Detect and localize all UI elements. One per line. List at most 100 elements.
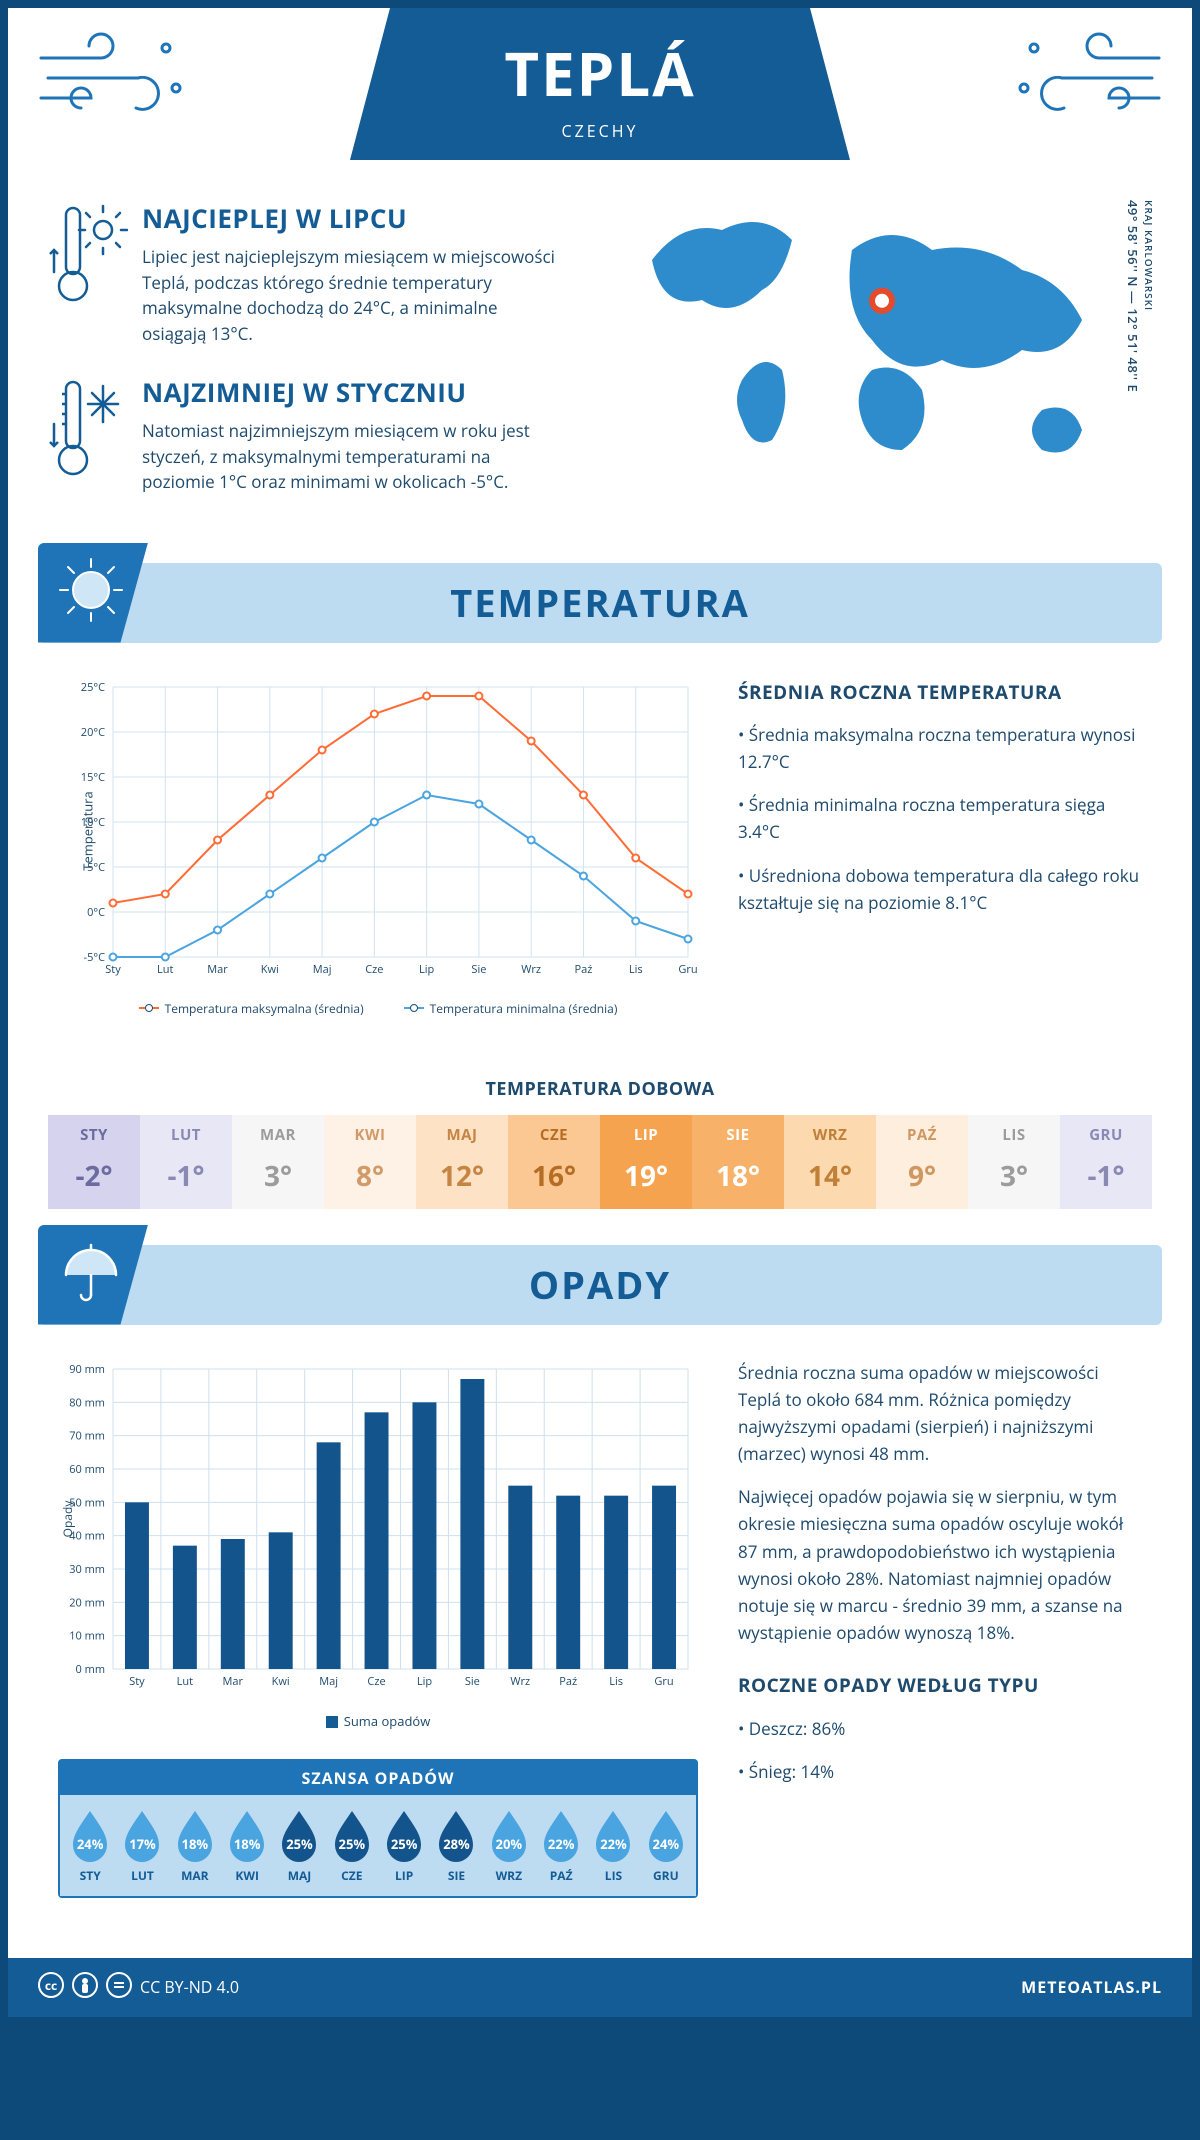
daily-cell: GRU-1° [1060,1115,1152,1209]
svg-text:Sie: Sie [471,962,486,977]
temperature-title: TEMPERATURA [38,577,1162,629]
drop-icon: 25% [381,1807,427,1863]
title-banner: TEPLÁ CZECHY [350,8,850,160]
daily-cell: CZE16° [508,1115,600,1209]
fact-cold-body: Natomiast najzimniejszym miesiącem w rok… [142,418,562,495]
fact-hot-title: NAJCIEPLEJ W LIPCU [142,200,562,236]
page: TEPLÁ CZECHY [8,8,1192,2017]
rain-types-title: ROCZNE OPADY WEDŁUG TYPU [738,1670,1142,1700]
chance-drop: 25% LIP [378,1807,430,1884]
drop-icon: 22% [538,1807,584,1863]
chance-drop: 25% MAJ [273,1807,325,1884]
svg-text:Kwi: Kwi [261,962,279,977]
svg-text:Lip: Lip [419,962,435,977]
thermometer-hot-icon [48,200,128,346]
rain-text: Średnia roczna suma opadów w miejscowośc… [738,1359,1142,1928]
temp-legend: Temperatura maksymalna (średnia) Temperat… [58,1000,698,1017]
temp-ylabel: Temperatura [79,791,97,870]
wind-decoration-left-icon [36,28,196,133]
drop-icon: 22% [590,1807,636,1863]
temperature-line-chart: Temperatura -5°C0°C5°C10°C15°C20°C25°CSt… [58,677,698,1027]
city-name: TEPLÁ [350,32,850,114]
drop-icon: 20% [486,1807,532,1863]
rain-type-bullet: • Deszcz: 86% [738,1715,1142,1742]
chance-drop: 18% MAR [169,1807,221,1884]
country-name: CZECHY [350,120,850,142]
daily-cell: KWI8° [324,1115,416,1209]
coordinates: KRAJ KARLOWARSKI 49° 58' 56'' N — 12° 51… [1124,200,1156,392]
intro: NAJCIEPLEJ W LIPCU Lipiec jest najcieple… [8,170,1192,553]
drop-icon: 25% [329,1807,375,1863]
daily-cell: MAR3° [232,1115,324,1209]
rain-section-header: OPADY [38,1245,1162,1325]
fact-cold-title: NAJZIMNIEJ W STYCZNIU [142,374,562,410]
svg-text:0 mm: 0 mm [75,1662,105,1677]
svg-text:Lut: Lut [157,962,173,977]
svg-text:Wrz: Wrz [510,1674,530,1689]
svg-text:10 mm: 10 mm [69,1628,105,1643]
svg-text:25°C: 25°C [81,680,105,695]
region-name: KRAJ KARLOWARSKI [1142,200,1156,384]
svg-text:Gru: Gru [678,962,697,977]
svg-text:Sty: Sty [105,962,121,977]
svg-text:Wrz: Wrz [521,962,541,977]
svg-text:cc: cc [45,1977,57,1994]
svg-text:Maj: Maj [313,962,332,977]
svg-text:Opady: Opady [59,1499,76,1537]
license: cc CC BY-ND 4.0 [38,1972,239,2003]
fact-hot-body: Lipiec jest najcieplejszym miesiącem w m… [142,244,562,346]
facts: NAJCIEPLEJ W LIPCU Lipiec jest najcieple… [48,200,602,523]
svg-text:80 mm: 80 mm [69,1395,105,1410]
drop-icon: 18% [172,1807,218,1863]
drop-icon: 17% [119,1807,165,1863]
rain-type-bullet: • Śnieg: 14% [738,1758,1142,1785]
svg-text:15°C: 15°C [81,770,105,785]
temperature-section-header: TEMPERATURA [38,563,1162,643]
site-name: METEOATLAS.PL [1021,1976,1162,1998]
rain-chance: SZANSA OPADÓW 24% STY 17% LUT 18% MAR 18… [58,1759,698,1898]
temperature-block: Temperatura -5°C0°C5°C10°C15°C20°C25°CSt… [8,667,1192,1057]
drop-icon: 25% [276,1807,322,1863]
svg-text:Maj: Maj [319,1674,338,1689]
chance-drop: 25% CZE [326,1807,378,1884]
svg-text:60 mm: 60 mm [69,1462,105,1477]
umbrella-icon [56,1237,126,1312]
daily-cell: LUT-1° [140,1115,232,1209]
svg-text:90 mm: 90 mm [69,1362,105,1377]
chance-title: SZANSA OPADÓW [60,1761,696,1795]
legend-item: Temperatura minimalna (średnia) [404,1000,618,1017]
rain-paragraph: Najwięcej opadów pojawia się w sierpniu,… [738,1483,1142,1646]
rain-block: 0 mm10 mm20 mm30 mm40 mm50 mm60 mm70 mm8… [8,1349,1192,1958]
daily-temp-table: STY-2° LUT-1° MAR3° KWI8° MAJ12° CZE16° … [48,1115,1152,1209]
fact-cold: NAJZIMNIEJ W STYCZNIU Natomiast najzimni… [48,374,602,495]
chance-drop: 22% LIS [587,1807,639,1884]
daily-cell: MAJ12° [416,1115,508,1209]
svg-text:30 mm: 30 mm [69,1562,105,1577]
svg-text:Sty: Sty [129,1674,145,1689]
fact-hot: NAJCIEPLEJ W LIPCU Lipiec jest najcieple… [48,200,602,346]
rain-bar-chart: 0 mm10 mm20 mm30 mm40 mm50 mm60 mm70 mm8… [58,1359,698,1928]
sun-icon [56,555,126,630]
map-area: KRAJ KARLOWARSKI 49° 58' 56'' N — 12° 51… [622,200,1142,523]
rain-paragraph: Średnia roczna suma opadów w miejscowośc… [738,1359,1142,1468]
daily-temp-title: TEMPERATURA DOBOWA [8,1077,1192,1101]
footer: cc CC BY-ND 4.0 METEOATLAS.PL [8,1958,1192,2017]
rain-legend: Suma opadów [58,1712,698,1730]
svg-text:Lut: Lut [177,1674,193,1689]
svg-text:Gru: Gru [654,1674,673,1689]
annual-title: ŚREDNIA ROCZNA TEMPERATURA [738,677,1142,707]
svg-text:Paź: Paź [575,962,593,977]
drop-icon: 18% [224,1807,270,1863]
chance-drop: 24% STY [64,1807,116,1884]
drop-icon: 24% [67,1807,113,1863]
temperature-annual: ŚREDNIA ROCZNA TEMPERATURA • Średnia mak… [738,677,1142,1027]
drop-icon: 28% [433,1807,479,1863]
wind-decoration-right-icon [1004,28,1164,133]
legend-item: Temperatura maksymalna (średnia) [139,1000,364,1017]
daily-cell: LIS3° [968,1115,1060,1209]
svg-text:Cze: Cze [365,962,383,977]
svg-text:20 mm: 20 mm [69,1595,105,1610]
svg-text:Paź: Paź [559,1674,577,1689]
annual-bullet: • Średnia minimalna roczna temperatura s… [738,791,1142,845]
svg-text:Kwi: Kwi [272,1674,290,1689]
